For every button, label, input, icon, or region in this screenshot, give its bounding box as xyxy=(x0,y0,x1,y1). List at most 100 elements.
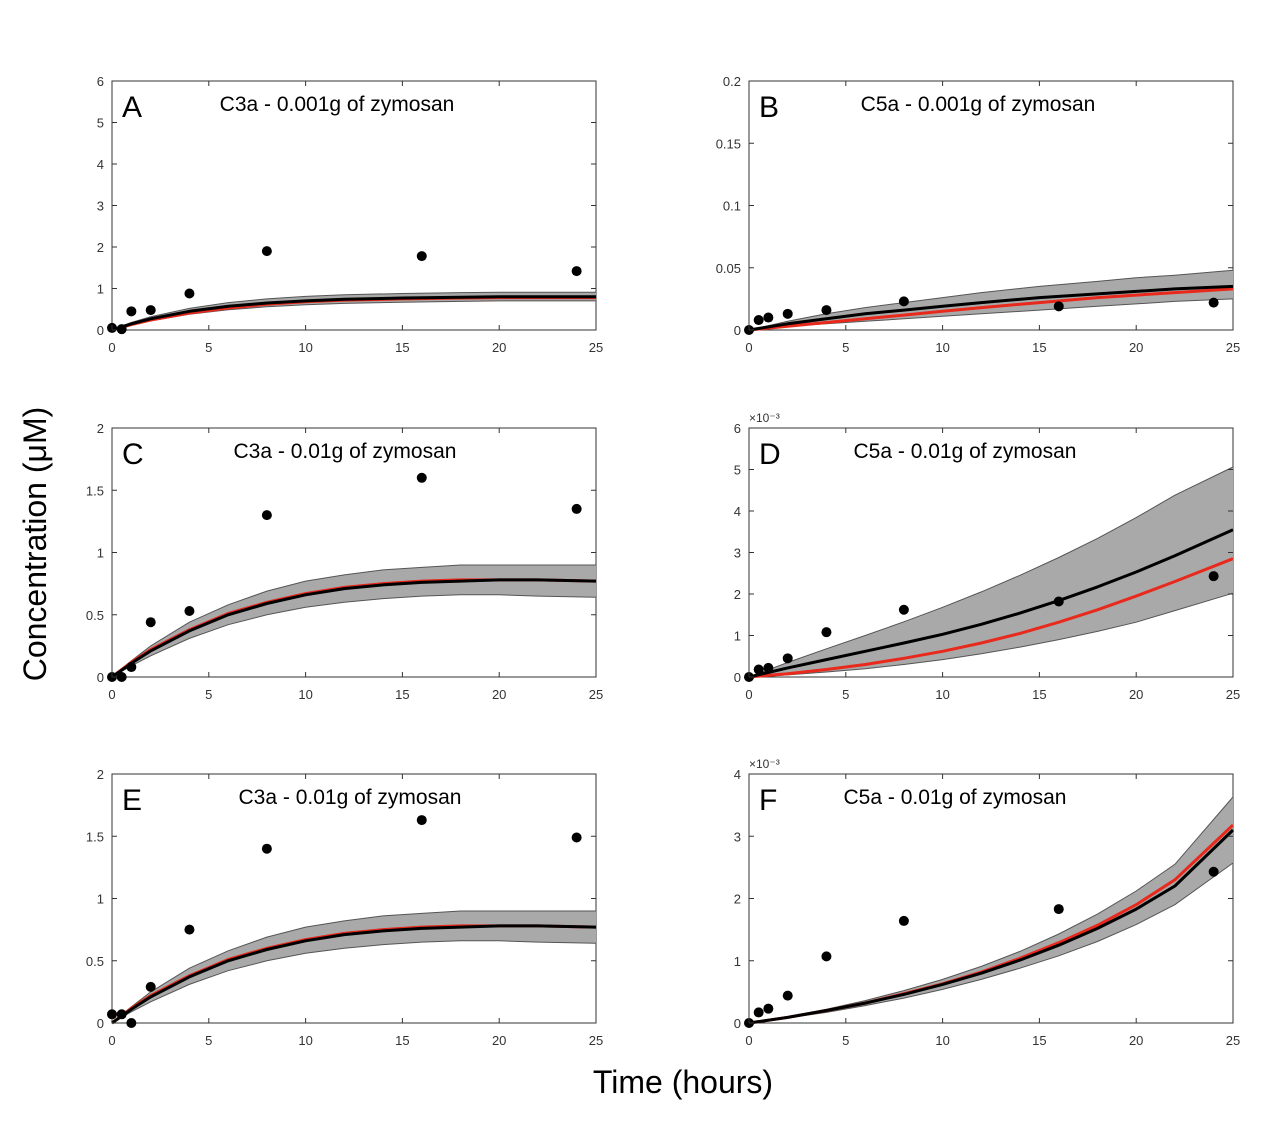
data-point xyxy=(821,627,832,638)
data-point xyxy=(261,510,272,521)
x-tick-label: 5 xyxy=(205,1033,212,1048)
panel-letter: B xyxy=(759,91,779,124)
x-tick-label: 5 xyxy=(205,687,212,702)
band-upper-edge xyxy=(748,269,1234,331)
panel-letter: E xyxy=(122,784,142,817)
band-lower-edge xyxy=(111,594,597,678)
panel-letter: D xyxy=(759,438,781,471)
x-tick-label: 5 xyxy=(842,340,849,355)
y-tick-label: 4 xyxy=(734,767,741,782)
data-point xyxy=(126,1018,137,1028)
x-tick-label: 15 xyxy=(395,340,409,355)
y-tick-label: 4 xyxy=(97,157,104,172)
x-tick-label: 15 xyxy=(395,687,409,702)
panel-e: 0 5 10 15 20 25 0 0.5 1 1.5 2 E C3a - 0.01g of zymos… xyxy=(86,767,603,1048)
y-tick-label: 0.2 xyxy=(723,74,741,89)
y-tick-label: 2 xyxy=(734,587,741,602)
y-tick-label: 4 xyxy=(734,504,741,519)
x-tick-label: 25 xyxy=(1226,687,1240,702)
black-curve xyxy=(111,924,597,1025)
data-point xyxy=(261,246,272,257)
data-point xyxy=(782,990,793,1001)
panel-c: 0 5 10 15 20 25 0 0.5 1 1.5 2 C C3a - 0.01g of zymos… xyxy=(86,421,603,702)
data-point xyxy=(184,606,195,617)
data-point xyxy=(753,315,764,326)
red-curve xyxy=(748,287,1234,332)
data-point xyxy=(763,312,774,323)
x-tick-label: 25 xyxy=(1226,1033,1240,1048)
data-point xyxy=(821,951,832,962)
uncertainty-band xyxy=(749,467,1233,677)
band-lower-edge xyxy=(748,592,1234,678)
y-tick-label: 1 xyxy=(734,954,741,969)
y-tick-label: 0.05 xyxy=(716,261,741,276)
x-tick-label: 5 xyxy=(205,340,212,355)
x-tick-label: 25 xyxy=(589,687,603,702)
uncertainty-band xyxy=(112,911,596,1023)
x-tick-label: 10 xyxy=(298,687,312,702)
data-point xyxy=(763,662,774,673)
x-tick-label: 20 xyxy=(492,340,506,355)
data-point xyxy=(116,672,127,682)
panel-title: C5a - 0.01g of zymosan xyxy=(844,786,1067,809)
band-upper-edge xyxy=(111,564,596,678)
x-tick-label: 20 xyxy=(1129,687,1143,702)
y-tick-label: 1.5 xyxy=(86,483,104,498)
data-point xyxy=(898,915,909,926)
y-tick-label: 5 xyxy=(734,463,741,478)
black-curve xyxy=(748,528,1234,679)
data-point xyxy=(116,324,127,335)
y-tick-label: 0 xyxy=(97,1016,104,1031)
data-point xyxy=(1208,571,1219,582)
x-tick-label: 10 xyxy=(298,1033,312,1048)
panel-f: 0 5 10 15 20 25 0 1 2 3 4 ×10⁻³ F C5a - 0.01g of zymo… xyxy=(734,757,1240,1048)
x-tick-label: 5 xyxy=(842,687,849,702)
x-tick-label: 0 xyxy=(108,340,115,355)
data-point xyxy=(184,288,195,299)
panel-title: C3a - 0.001g of zymosan xyxy=(220,93,455,116)
data-point xyxy=(126,306,137,317)
x-tick-label: 25 xyxy=(1226,340,1240,355)
x-tick-label: 10 xyxy=(935,1033,949,1048)
y-tick-label: 0.15 xyxy=(716,136,741,151)
y-tick-label: 2 xyxy=(97,767,104,782)
y-tick-label: 0 xyxy=(97,670,104,685)
y-tick-label: 1 xyxy=(97,546,104,561)
y-tick-label: 2 xyxy=(734,892,741,907)
band-upper-edge xyxy=(111,910,596,1024)
data-point xyxy=(416,815,427,826)
x-tick-label: 10 xyxy=(298,340,312,355)
x-tick-label: 10 xyxy=(935,687,949,702)
x-tick-label: 20 xyxy=(492,687,506,702)
black-curve xyxy=(111,295,596,332)
y-tick-label: 5 xyxy=(97,116,104,131)
y-tick-label: 0.5 xyxy=(86,954,104,969)
x-tick-label: 15 xyxy=(395,1033,409,1048)
data-point xyxy=(571,832,582,843)
data-point xyxy=(821,305,832,316)
x-tick-label: 0 xyxy=(745,1033,752,1048)
x-tick-label: 20 xyxy=(1129,1033,1143,1048)
y-axis-exponent: ×10⁻³ xyxy=(749,411,780,425)
data-point xyxy=(261,843,272,854)
panel-d: 0 5 10 15 20 25 0 1 2 3 4 5 6 ×10⁻³ D C5a - 0.01g of zy… xyxy=(734,411,1240,702)
uncertainty-band xyxy=(749,270,1233,330)
data-point xyxy=(753,1007,764,1018)
data-point xyxy=(116,1009,127,1020)
data-point xyxy=(763,1003,774,1014)
panel-b: 0 5 10 15 20 25 0 0.05 0.1 0.15 0.2 B C5a - 0.001g o… xyxy=(716,74,1241,355)
data-point xyxy=(145,981,156,992)
x-tick-label: 20 xyxy=(492,1033,506,1048)
data-point xyxy=(782,308,793,319)
black-curve xyxy=(111,578,597,679)
panel-title: C5a - 0.01g of zymosan xyxy=(854,440,1077,463)
y-tick-label: 1 xyxy=(97,282,104,297)
plot-area xyxy=(111,80,597,331)
x-axis-label: Time (hours) xyxy=(593,1064,773,1100)
data-point xyxy=(184,924,195,935)
y-tick-label: 0 xyxy=(734,1016,741,1031)
y-tick-label: 0 xyxy=(734,670,741,685)
y-axis-exponent: ×10⁻³ xyxy=(749,757,780,771)
